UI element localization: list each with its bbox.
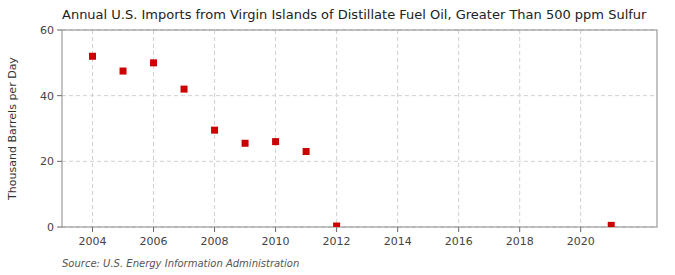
point <box>303 148 310 155</box>
x-tick-label: 2018 <box>506 235 534 248</box>
y-tick <box>57 227 62 228</box>
y-grid-line <box>62 161 657 162</box>
y-tick <box>57 161 62 162</box>
y-grid-line <box>62 95 657 96</box>
x-tick-label: 2012 <box>323 235 351 248</box>
source: Source: U.S. Energy Information Administ… <box>62 258 299 269</box>
x-tick-label: 2008 <box>201 235 229 248</box>
point <box>333 223 340 227</box>
grid <box>62 30 657 227</box>
point <box>242 140 249 147</box>
y-tick-label: 60 <box>40 24 54 37</box>
point <box>181 86 188 93</box>
x-tick <box>214 227 215 232</box>
chart: 2004 2006 2008 2010 2012 2014 2016 2018 2020 0 20 4… <box>0 0 675 275</box>
y-axis-label: Thousand Barrels per Day <box>6 57 19 201</box>
x-tick <box>519 227 520 232</box>
y-tick-label: 0 <box>47 221 54 234</box>
point <box>211 127 218 134</box>
x-tick <box>275 227 276 232</box>
x-grid-line <box>519 30 520 227</box>
point <box>608 222 615 227</box>
x-grid-line <box>580 30 581 227</box>
x-tick-label: 2016 <box>445 235 473 248</box>
point <box>272 138 279 145</box>
axes: 2004 2006 2008 2010 2012 2014 2016 2018 2020 0 20 4… <box>40 24 657 248</box>
x-tick <box>153 227 154 232</box>
x-tick <box>336 227 337 232</box>
x-grid-line <box>458 30 459 227</box>
x-tick-label: 2020 <box>567 235 595 248</box>
x-grid-line <box>336 30 337 227</box>
y-tick-label: 40 <box>40 90 54 103</box>
x-tick-label: 2014 <box>384 235 412 248</box>
x-tick-label: 2004 <box>79 235 107 248</box>
y-tick <box>57 30 62 31</box>
title: Annual U.S. Imports from Virgin Islands … <box>62 7 647 22</box>
x-tick <box>580 227 581 232</box>
point <box>150 59 157 66</box>
y-tick <box>57 95 62 96</box>
x-tick-label: 2006 <box>140 235 168 248</box>
points <box>89 53 615 227</box>
x-tick-label: 2010 <box>262 235 290 248</box>
plot-frame <box>62 30 657 227</box>
x-grid-line <box>397 30 398 227</box>
x-tick <box>397 227 398 232</box>
x-grid-line <box>275 30 276 227</box>
point <box>89 53 96 60</box>
y-tick-label: 20 <box>40 155 54 168</box>
x-tick <box>92 227 93 232</box>
x-tick <box>458 227 459 232</box>
point <box>120 68 127 75</box>
